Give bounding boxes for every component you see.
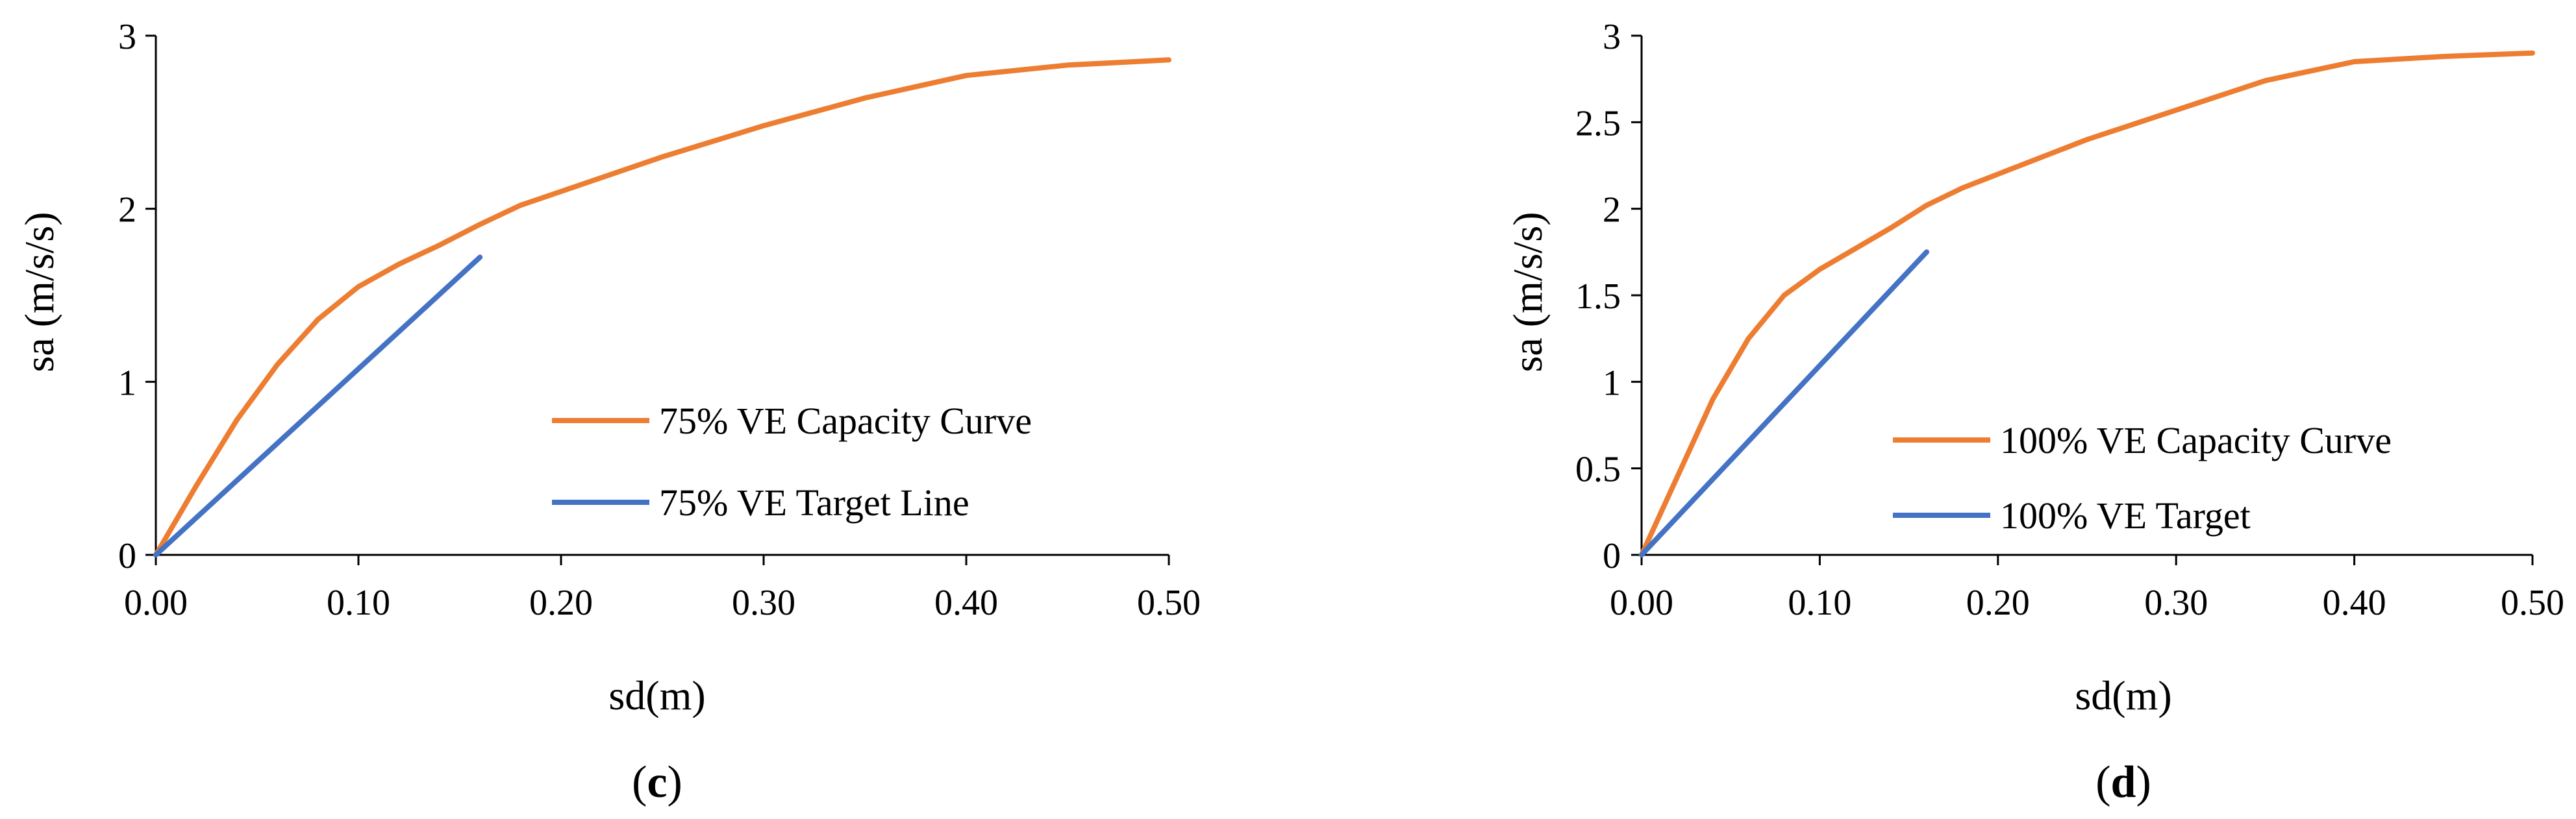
- chart-d-x-axis-label: sd(m): [2075, 672, 2171, 718]
- chart-d-y-tick-label: 1.5: [1575, 276, 1621, 317]
- series-line-d-target: [1639, 249, 1929, 557]
- chart-c-x-tick-label: 0.40: [934, 583, 998, 623]
- chart-c-y-tick-label: 0: [118, 536, 136, 576]
- chart-panel-c: 0 1 2 3 0.00 0.10 0.20 0.30 0.40 0.50 sd(m) sa (m…: [16, 17, 1201, 807]
- chart-c-legend: 75% VE Capacity Curve 75% VE Target Line: [552, 400, 1032, 524]
- series-line-c-capacity: [153, 57, 1171, 557]
- chart-d-legend: 100% VE Capacity Curve 100% VE Target: [1893, 419, 2392, 537]
- chart-c-y-tick-label: 2: [118, 190, 136, 230]
- chart-c-x-tick-label: 0.30: [732, 583, 795, 623]
- legend-label-c-capacity: 75% VE Capacity Curve: [659, 400, 1032, 442]
- chart-d-x-tick-label: 0.00: [1610, 583, 1673, 623]
- chart-d-y-axis-label: sa (m/s/s): [1505, 212, 1551, 372]
- series-line-c-target: [153, 254, 483, 557]
- chart-c-panel-label: (c): [632, 757, 682, 807]
- chart-d-y-tick-label: 0: [1603, 536, 1621, 576]
- legend-label-d-capacity: 100% VE Capacity Curve: [2000, 419, 2392, 461]
- chart-c-plot-area: 0 1 2 3 0.00 0.10 0.20 0.30 0.40 0.50: [118, 17, 1201, 623]
- chart-d-y-tick-label: 3: [1603, 17, 1621, 57]
- chart-d-y-tick-label: 1: [1603, 363, 1621, 403]
- legend-label-c-target: 75% VE Target Line: [659, 482, 969, 524]
- chart-d-x-tick-label: 0.20: [1966, 583, 2030, 623]
- chart-c-x-tick-label: 0.00: [124, 583, 188, 623]
- chart-c-y-axis-label: sa (m/s/s): [16, 212, 62, 372]
- legend-label-d-target: 100% VE Target: [2000, 495, 2251, 537]
- chart-panel-d: 0 0.5 1 1.5 2 2.5 3 0.00 0.10 0.20 0.30 0.40 0.50 sd…: [1505, 17, 2564, 807]
- chart-c-y-tick-label: 1: [118, 363, 136, 403]
- chart-d-x-tick-label: 0.40: [2323, 583, 2386, 623]
- chart-d-y-tick-label: 2.5: [1575, 103, 1621, 143]
- chart-c-x-axis-label: sd(m): [608, 672, 705, 718]
- chart-c-x-tick-label: 0.10: [327, 583, 390, 623]
- chart-d-y-tick-label: 2: [1603, 190, 1621, 230]
- chart-d-y-tick-label: 0.5: [1575, 450, 1621, 490]
- chart-d-plot-area: 0 0.5 1 1.5 2 2.5 3 0.00 0.10 0.20 0.30 0.40 0.50: [1575, 17, 2564, 623]
- chart-d-x-tick-label: 0.50: [2501, 583, 2564, 623]
- chart-d-panel-letter: d: [2111, 757, 2136, 807]
- chart-c-panel-letter: c: [647, 757, 667, 807]
- chart-c-x-tick-label: 0.50: [1137, 583, 1201, 623]
- chart-c-x-tick-label: 0.20: [529, 583, 593, 623]
- chart-d-panel-label: (d): [2095, 757, 2151, 807]
- chart-d-x-tick-label: 0.10: [1788, 583, 1851, 623]
- chart-c-y-tick-label: 3: [118, 17, 136, 57]
- series-line-d-capacity: [1639, 50, 2535, 557]
- chart-d-x-tick-label: 0.30: [2144, 583, 2208, 623]
